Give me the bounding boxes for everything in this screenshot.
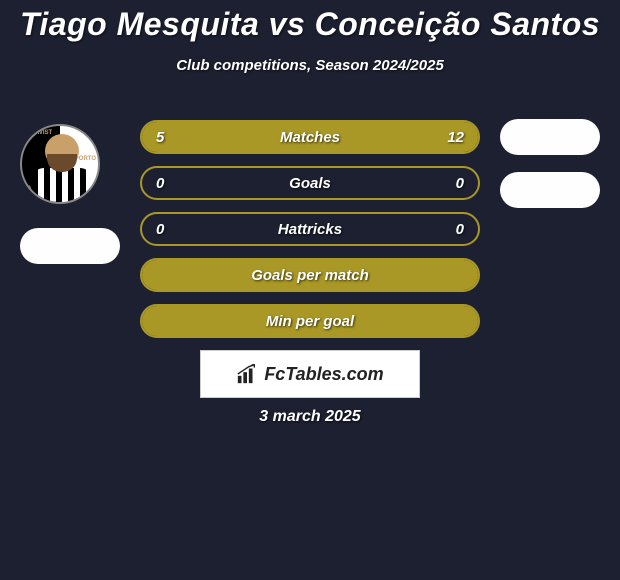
subtitle: Club competitions, Season 2024/2025 xyxy=(0,57,620,74)
stat-bar-row: 0 0 Hattricks xyxy=(140,212,480,246)
bar-right-value: 0 xyxy=(456,175,464,192)
fctables-logo: FcTables.com xyxy=(200,350,420,398)
logo-text: FcTables.com xyxy=(264,364,383,385)
player-right-badge-pill-1 xyxy=(500,119,600,155)
avatar-body xyxy=(32,168,92,204)
player-left-badge-pill xyxy=(20,228,120,264)
bar-left-value: 0 xyxy=(156,221,164,238)
stat-bar-row: Min per goal xyxy=(140,304,480,338)
stat-bar-row: 5 12 Matches xyxy=(140,120,480,154)
avatar-bg-text: BOAVIST xyxy=(26,130,52,136)
player-left-avatar: BOAVIST O PORTO FAZ-TE SO xyxy=(20,124,100,204)
infographic-date: 3 march 2025 xyxy=(0,408,620,426)
bar-right-value: 12 xyxy=(447,129,464,146)
bar-label: Matches xyxy=(280,129,340,146)
bar-right-value: 0 xyxy=(456,221,464,238)
bar-left-value: 0 xyxy=(156,175,164,192)
bar-right-fill xyxy=(239,122,478,152)
bar-chart-icon xyxy=(236,363,258,385)
bar-label: Goals xyxy=(289,175,331,192)
bar-label: Goals per match xyxy=(251,267,369,284)
bar-left-value: 5 xyxy=(156,129,164,146)
stat-bar-row: Goals per match xyxy=(140,258,480,292)
player-right-badge-pill-2 xyxy=(500,172,600,208)
page-title: Tiago Mesquita vs Conceição Santos xyxy=(0,0,620,43)
stat-bar-row: 0 0 Goals xyxy=(140,166,480,200)
bar-label: Hattricks xyxy=(278,221,342,238)
bar-label: Min per goal xyxy=(266,313,354,330)
comparison-bars: 5 12 Matches 0 0 Goals 0 0 Hattricks Goals per ma… xyxy=(140,120,480,350)
